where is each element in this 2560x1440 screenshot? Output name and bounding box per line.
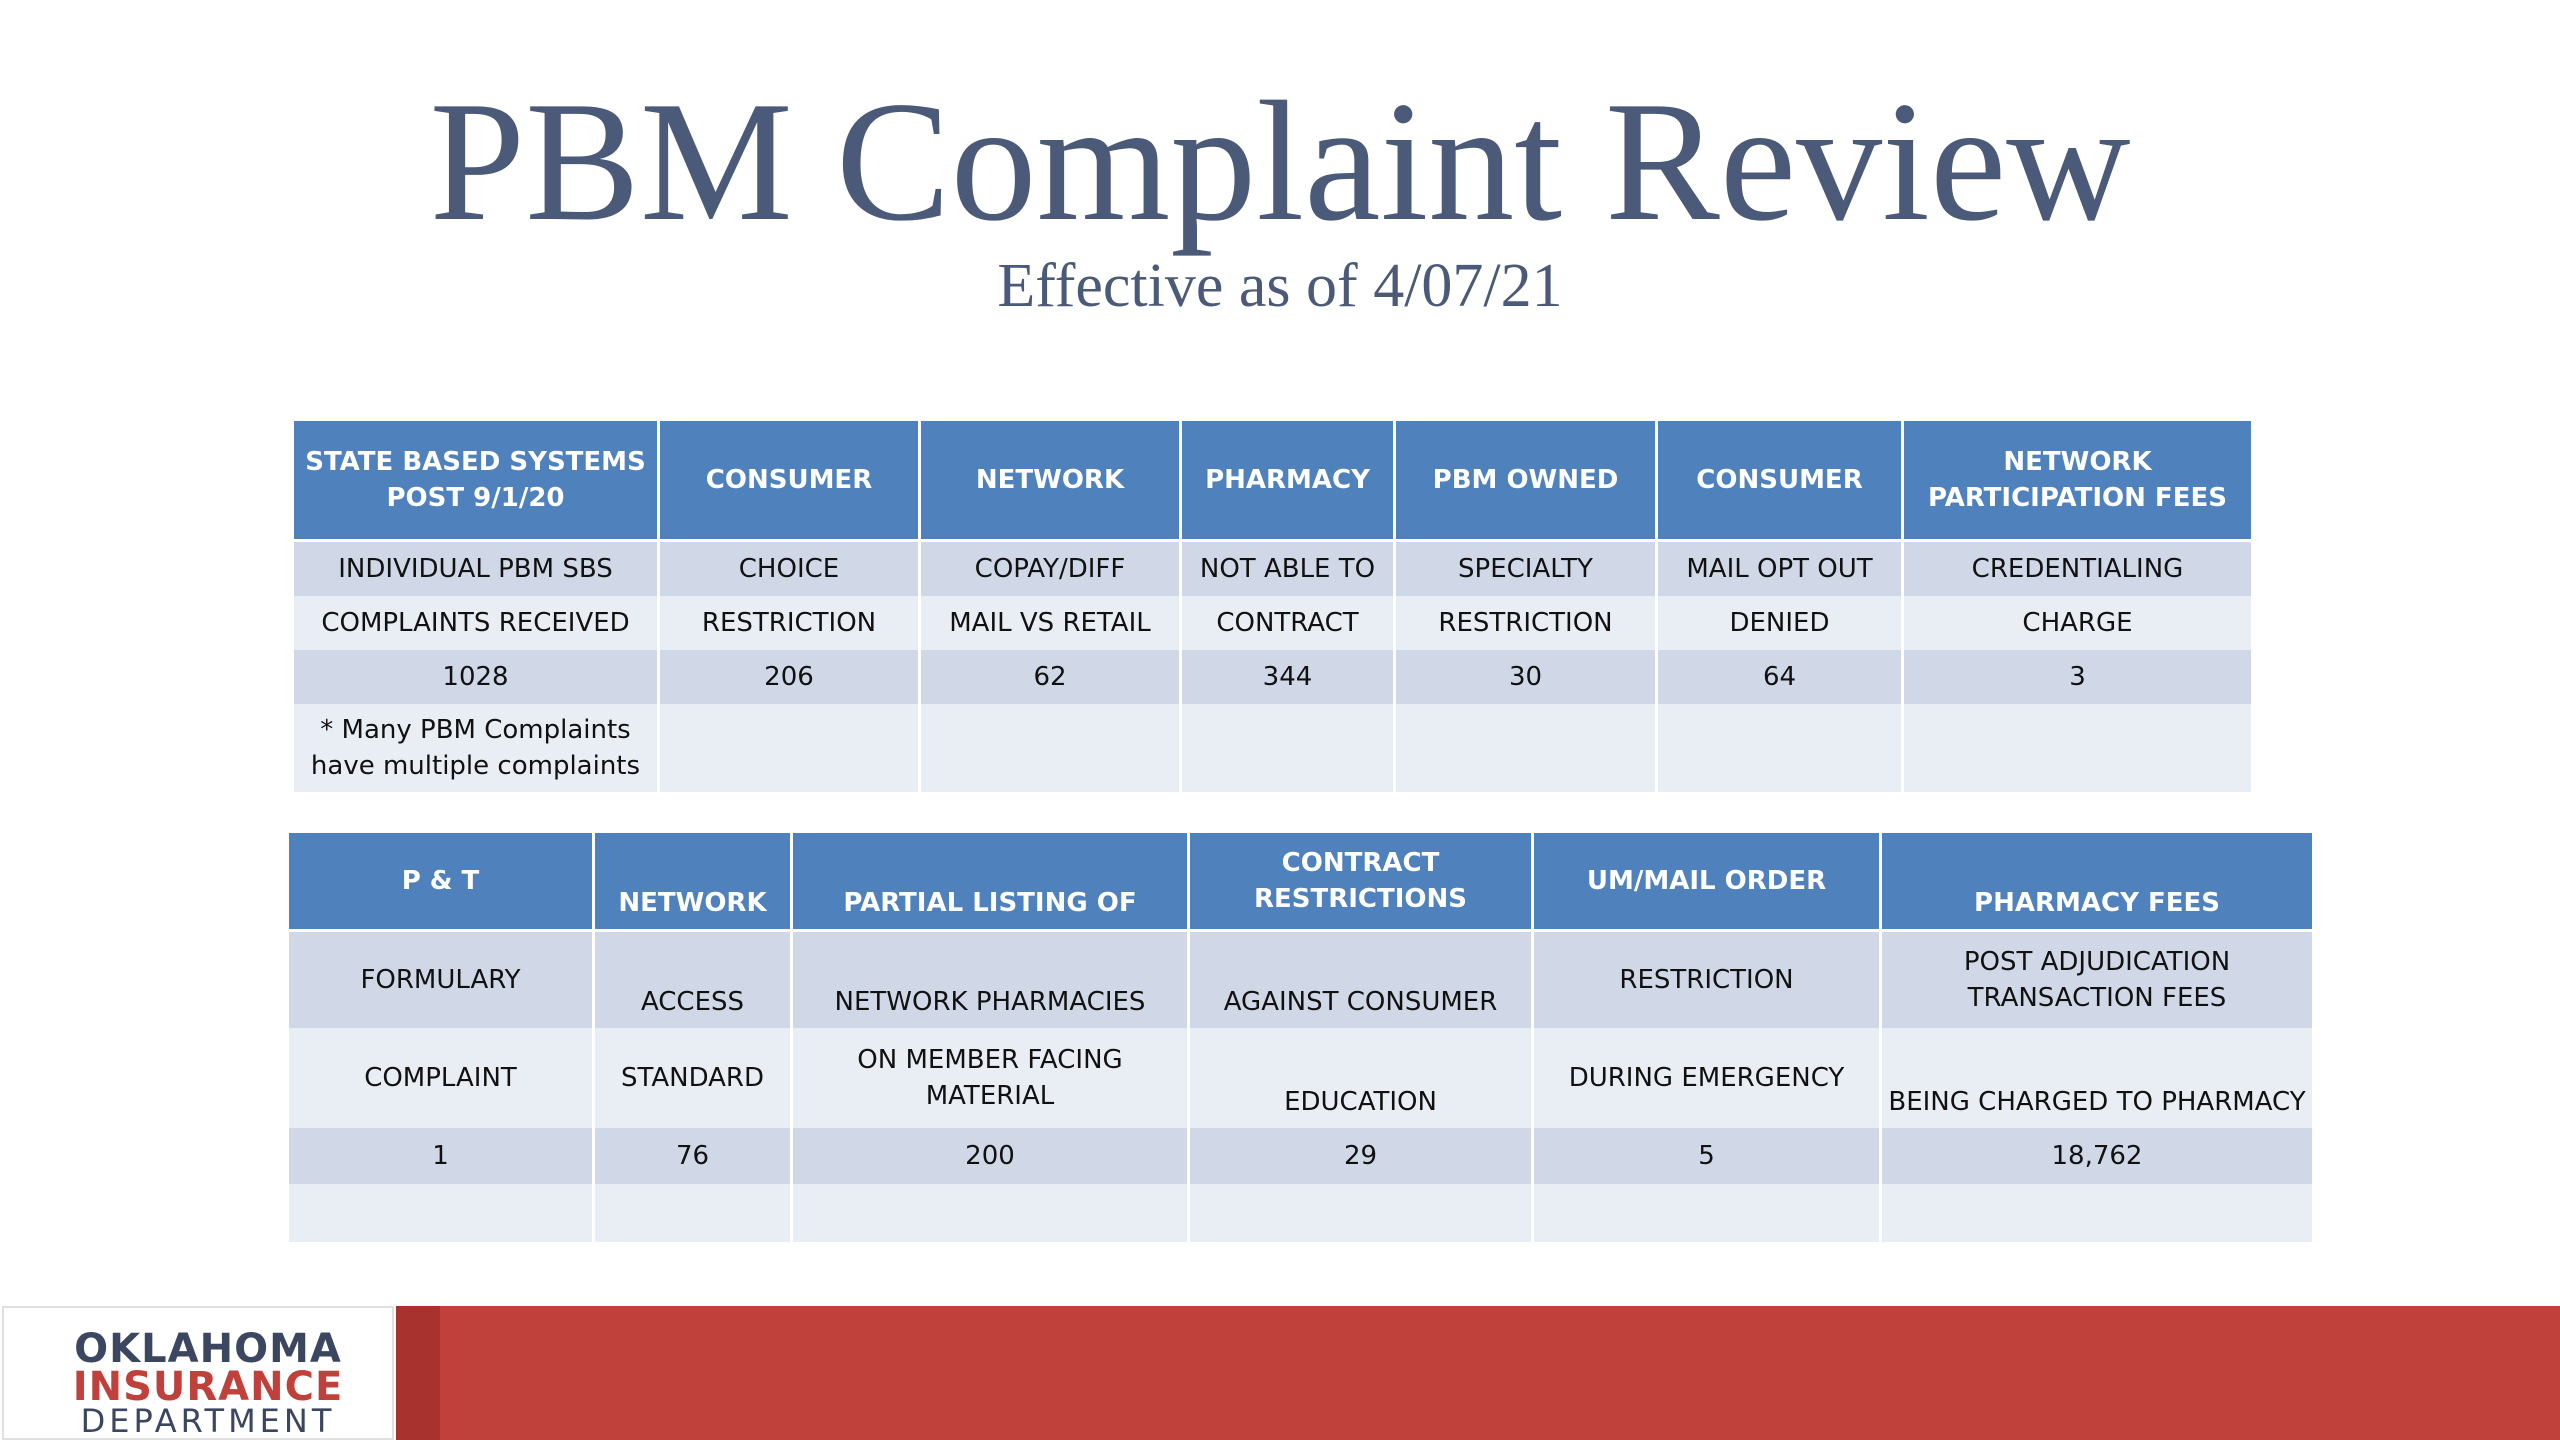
table-cell: CHARGE [1901, 596, 2254, 650]
table-header-row: STATE BASED SYSTEMS POST 9/1/20 CONSUMER … [291, 421, 2254, 541]
table-cell: CHOICE [657, 539, 921, 596]
header-cell: NETWORK PARTICIPATION FEES [1901, 421, 2254, 541]
table-cell: 1 [286, 1128, 595, 1184]
table-cell: 1028 [291, 650, 660, 704]
complaints-table-1: STATE BASED SYSTEMS POST 9/1/20 CONSUMER … [291, 421, 2254, 792]
table-cell [1901, 704, 2254, 792]
table-cell [1393, 704, 1658, 792]
table-cell: FORMULARY [286, 929, 595, 1028]
header-cell: NETWORK [918, 421, 1182, 541]
table-cell: RESTRICTION [1531, 929, 1882, 1028]
header-cell: NETWORK [592, 833, 793, 931]
table-cell: EDUCATION [1187, 1028, 1534, 1128]
header-cell: UM/MAIL ORDER [1531, 833, 1882, 931]
table-cell: SPECIALTY [1393, 539, 1658, 596]
table-cell: 76 [592, 1128, 793, 1184]
header-cell: CONSUMER [1655, 421, 1904, 541]
table-cell: DURING EMERGENCY [1531, 1028, 1882, 1128]
table-cell: NETWORK PHARMACIES [790, 929, 1190, 1028]
table-cell: POST ADJUDICATION TRANSACTION FEES [1879, 929, 2315, 1028]
table-cell: 3 [1901, 650, 2254, 704]
table-row [286, 1184, 2315, 1242]
logo-line-3: DEPARTMENT [80, 1402, 336, 1440]
header-cell: CONTRACT RESTRICTIONS [1187, 833, 1534, 931]
logo-line-1: OKLAHOMA [74, 1326, 342, 1372]
table-cell: INDIVIDUAL PBM SBS [291, 539, 660, 596]
table-cell [1179, 704, 1396, 792]
table-cell [657, 704, 921, 792]
header-cell: STATE BASED SYSTEMS POST 9/1/20 [291, 421, 660, 541]
header-cell: PARTIAL LISTING OF [790, 833, 1190, 931]
table-cell [1187, 1184, 1534, 1242]
table-cell: COPAY/DIFF [918, 539, 1182, 596]
table-cell: MAIL VS RETAIL [918, 596, 1182, 650]
table-row: COMPLAINTS RECEIVED RESTRICTION MAIL VS … [291, 596, 2254, 650]
slide-title: PBM Complaint Review [429, 67, 2131, 257]
table-note: * Many PBM Complaints have multiple compl… [291, 704, 660, 792]
complaints-table-2: P & T NETWORK PARTIAL LISTING OF CONTRAC… [286, 833, 2315, 1242]
slide-subtitle: Effective as of 4/07/21 [997, 252, 1563, 320]
table-cell [1531, 1184, 1882, 1242]
table-row: 1028 206 62 344 30 64 3 [291, 650, 2254, 704]
table-row: 1 76 200 29 5 18,762 [286, 1128, 2315, 1184]
header-cell: PHARMACY [1179, 421, 1396, 541]
table-cell: 344 [1179, 650, 1396, 704]
table-cell: 5 [1531, 1128, 1882, 1184]
table-cell: 18,762 [1879, 1128, 2315, 1184]
table-cell: 29 [1187, 1128, 1534, 1184]
table-cell: 206 [657, 650, 921, 704]
table-cell: 62 [918, 650, 1182, 704]
table-cell [790, 1184, 1190, 1242]
table-cell: 64 [1655, 650, 1904, 704]
table-cell: CREDENTIALING [1901, 539, 2254, 596]
table-cell: RESTRICTION [1393, 596, 1658, 650]
table-row: * Many PBM Complaints have multiple compl… [291, 704, 2254, 792]
table-cell [918, 704, 1182, 792]
table-cell: CONTRACT [1179, 596, 1396, 650]
table-cell: NOT ABLE TO [1179, 539, 1396, 596]
table-row: COMPLAINT STANDARD ON MEMBER FACING MATER… [286, 1028, 2315, 1128]
table-cell: AGAINST CONSUMER [1187, 929, 1534, 1028]
footer-stripe [396, 1306, 440, 1440]
footer-bar [396, 1306, 2560, 1440]
header-cell: PBM OWNED [1393, 421, 1658, 541]
oklahoma-insurance-department-logo: OKLAHOMA INSURANCE DEPARTMENT [2, 1306, 394, 1440]
table-row: INDIVIDUAL PBM SBS CHOICE COPAY/DIFF NOT… [291, 539, 2254, 596]
table-cell: ACCESS [592, 929, 793, 1028]
table-cell: RESTRICTION [657, 596, 921, 650]
table-cell: BEING CHARGED TO PHARMACY [1879, 1028, 2315, 1128]
header-cell: P & T [286, 833, 595, 931]
table-row: FORMULARY ACCESS NETWORK PHARMACIES AGAI… [286, 929, 2315, 1028]
table-cell [592, 1184, 793, 1242]
table-cell [1655, 704, 1904, 792]
table-cell: MAIL OPT OUT [1655, 539, 1904, 596]
table-cell: 200 [790, 1128, 1190, 1184]
header-cell: PHARMACY FEES [1879, 833, 2315, 931]
table-cell: COMPLAINTS RECEIVED [291, 596, 660, 650]
table-cell [1879, 1184, 2315, 1242]
table-header-row: P & T NETWORK PARTIAL LISTING OF CONTRAC… [286, 833, 2315, 931]
table-cell: ON MEMBER FACING MATERIAL [790, 1028, 1190, 1128]
table-cell [286, 1184, 595, 1242]
header-cell: CONSUMER [657, 421, 921, 541]
table-cell: STANDARD [592, 1028, 793, 1128]
table-cell: DENIED [1655, 596, 1904, 650]
table-cell: 30 [1393, 650, 1658, 704]
logo-line-2: INSURANCE [72, 1364, 344, 1410]
table-cell: COMPLAINT [286, 1028, 595, 1128]
